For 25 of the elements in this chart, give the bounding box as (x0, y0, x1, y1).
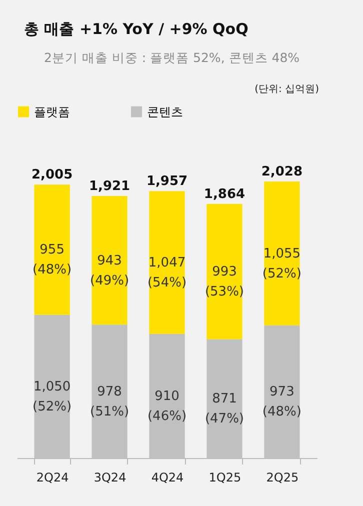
chart-title: 총 매출 +1% YoY / +9% QoQ (24, 20, 248, 39)
x-tick-label: 2Q24 (36, 470, 69, 484)
legend-label: 콘텐츠 (147, 104, 183, 119)
data-label: 871 (47%) (204, 392, 244, 427)
bar (264, 181, 300, 326)
total-label: 1,921 (88, 179, 130, 194)
bar (92, 196, 128, 325)
x-tick-label: 2Q25 (266, 470, 299, 484)
total-label: 2,028 (261, 164, 303, 180)
data-label: 1,050 (52%) (32, 379, 72, 414)
x-tick-label: 4Q24 (151, 470, 184, 484)
data-label: 978 (51%) (90, 384, 130, 420)
text: (단위: 십억원) (254, 83, 319, 96)
total-label: 2,005 (31, 168, 73, 183)
total-label: 1,864 (204, 186, 246, 202)
bar (34, 184, 70, 315)
bar (149, 191, 185, 334)
data-label: 910 (46%) (147, 388, 187, 424)
chart-subtitle: 2분기 매출 비중 : 플랫폼 52%, 콘텐츠 48% (44, 50, 300, 67)
x-tick-label: 3Q24 (94, 470, 126, 484)
data-label: 973 (48%) (262, 384, 302, 420)
legend-label: 플랫폼 (34, 104, 70, 119)
total-label: 1,957 (146, 174, 188, 190)
x-tick-label: 1Q25 (208, 470, 242, 484)
bar (206, 204, 242, 340)
